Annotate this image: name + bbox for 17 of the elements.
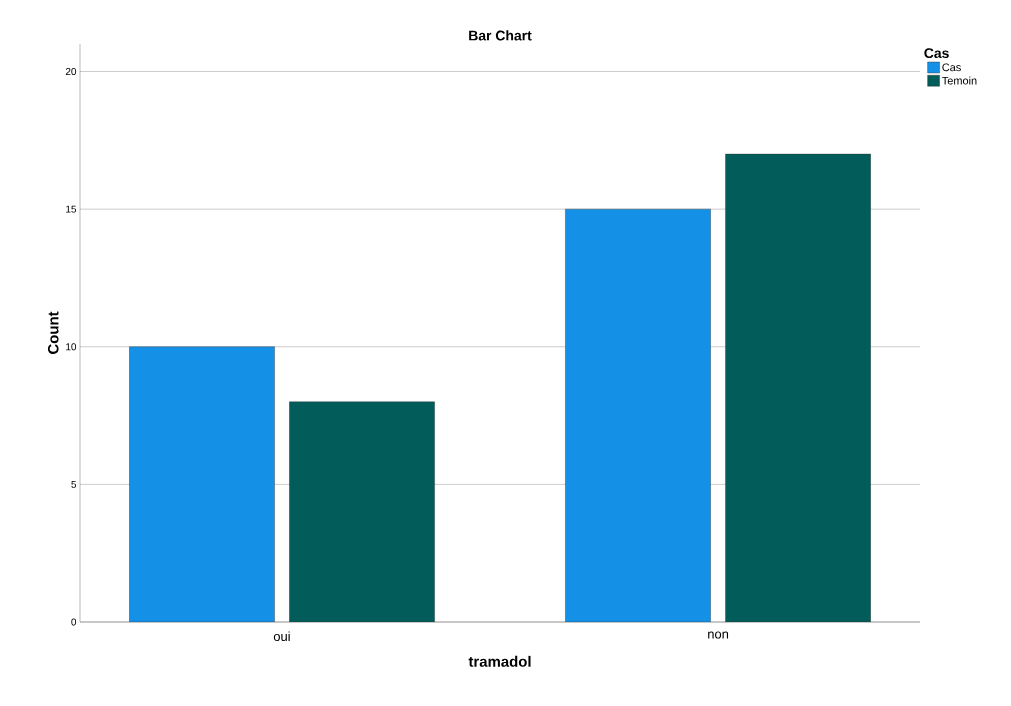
bar: [725, 153, 871, 622]
x-axis-title: tramadol: [468, 655, 531, 667]
bar: [289, 401, 435, 622]
y-axis-title: Count: [47, 311, 59, 354]
y-tick-label: 5: [71, 480, 77, 488]
y-tick-label: 20: [65, 67, 77, 76]
x-tick-label: non: [708, 631, 729, 639]
legend-label: Temoin: [942, 76, 977, 85]
legend-label: Cas: [942, 63, 961, 72]
x-tick-label: oui: [273, 631, 290, 642]
chart-title: Bar Chart: [469, 30, 532, 41]
bar: [129, 346, 275, 622]
legend-title: Cas: [924, 48, 949, 59]
y-tick-label: 10: [66, 343, 77, 351]
y-tick-label: 0: [71, 618, 77, 626]
bar: [565, 208, 711, 622]
y-tick-label: 15: [66, 205, 77, 213]
